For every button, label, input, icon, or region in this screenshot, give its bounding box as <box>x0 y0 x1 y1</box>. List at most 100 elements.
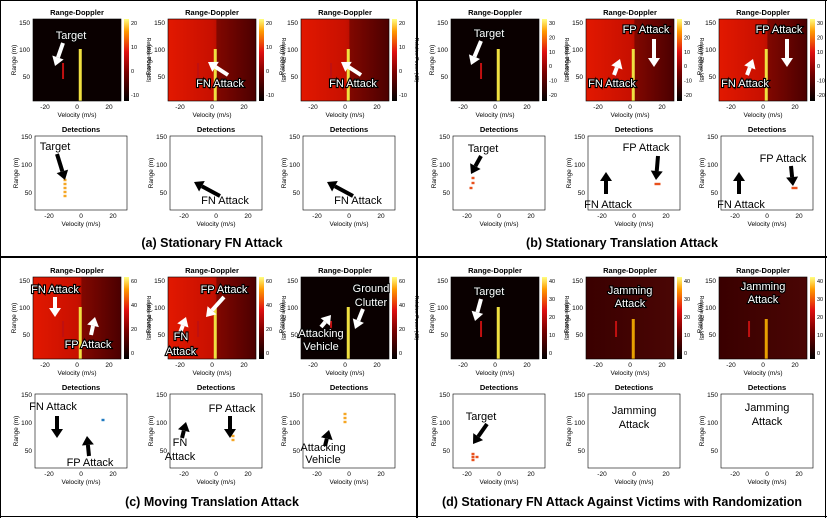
detection-point <box>63 182 67 186</box>
y-tick-label: 150 <box>439 134 450 141</box>
annotation-arrow-head <box>208 61 219 72</box>
y-tick-label: 50 <box>291 332 299 339</box>
y-tick-label: 100 <box>289 162 300 169</box>
y-tick-label: 100 <box>574 162 585 169</box>
annotation-arrow-shaft <box>85 444 91 457</box>
annotation-arrow-head <box>473 433 484 444</box>
y-axis-label: Range (m) <box>429 45 436 76</box>
y-tick-label: 100 <box>437 305 448 312</box>
range-doppler-title: Range-Doppler <box>185 8 239 17</box>
y-tick-label: 150 <box>574 392 585 399</box>
annotation-label: Jamming <box>741 281 786 293</box>
heatmap-background <box>301 19 389 101</box>
y-tick-label: 100 <box>705 305 716 312</box>
caption-b: (b) Stationary Translation Attack <box>526 236 718 250</box>
annotation-arrow <box>206 295 226 317</box>
annotation-arrow <box>611 59 623 76</box>
target-return <box>197 63 200 79</box>
annotation-arrow-shaft <box>200 184 221 198</box>
colorbar-tick-label: 0 <box>684 351 687 357</box>
y-axis-label: Range (m) <box>566 416 573 447</box>
x-tick-label: -20 <box>175 362 185 369</box>
detections-frame <box>169 135 263 211</box>
y-axis-label: Range (m) <box>697 45 704 76</box>
annotation-arrow <box>648 39 660 67</box>
x-axis-label: Velocity (m/s) <box>192 112 231 119</box>
y-tick-label: 150 <box>707 392 718 399</box>
annotation-arrow <box>650 155 663 180</box>
y-tick-label: 150 <box>705 278 716 285</box>
y-tick-label: 50 <box>441 332 449 339</box>
x-tick-label: 20 <box>662 213 670 220</box>
x-tick-label: 20 <box>791 104 799 111</box>
detections-frame <box>452 135 546 211</box>
x-tick-label: 20 <box>244 213 252 220</box>
x-axis-label: Velocity (m/s) <box>747 221 786 228</box>
annotation-arrow-shaft <box>333 184 354 198</box>
x-tick-label: 20 <box>795 213 803 220</box>
y-tick-label: 150 <box>437 278 448 285</box>
annotation-arrow <box>194 180 221 198</box>
y-tick-label: 100 <box>574 420 585 427</box>
y-tick-label: 100 <box>707 162 718 169</box>
annotation-arrow <box>208 61 230 77</box>
y-axis-label: Range (m) <box>148 158 155 189</box>
x-tick-label: -20 <box>597 213 607 220</box>
annotation-arrow-shaft <box>612 66 619 76</box>
x-axis-label: Velocity (m/s) <box>743 112 782 119</box>
annotation-arrow <box>327 180 354 198</box>
annotation-label: Target <box>56 30 87 42</box>
colorbar-tick-label: 0 <box>549 64 552 70</box>
x-tick-label: 0 <box>628 362 632 369</box>
x-tick-label: 20 <box>523 362 531 369</box>
annotation-arrow-head <box>194 180 205 192</box>
y-axis-label: Range (m) <box>281 416 288 447</box>
colorbar-tick-label: 40 <box>399 303 405 309</box>
heatmap-frame <box>300 276 390 360</box>
detections-panel: Detections 150 100 50 -20 0 20 Velocity (m/s) Ra… <box>281 383 396 486</box>
y-tick-label: 100 <box>705 47 716 54</box>
annotation-label: Target <box>474 28 505 40</box>
heatmap-background <box>719 277 807 359</box>
annotation-arrow-shaft <box>473 155 483 168</box>
colorbar-tick-label: 30 <box>817 297 823 303</box>
annotation-arrow-head <box>206 306 217 317</box>
annotation-arrow-shaft <box>789 165 795 178</box>
y-axis-label: Range (m) <box>431 158 438 189</box>
annotation-arrow-head <box>51 429 63 438</box>
x-tick-label: 20 <box>240 362 248 369</box>
heatmap-background <box>301 277 389 359</box>
y-tick-label: 50 <box>711 190 719 197</box>
annotation-label: Attacking <box>300 442 345 454</box>
y-tick-label: 50 <box>158 74 166 81</box>
annotation-arrow <box>473 422 489 444</box>
x-tick-label: 20 <box>377 213 385 220</box>
detections-panel: Detections 150 100 50 -20 0 20 Velocity (m/s) Ra… <box>431 383 546 486</box>
heatmap-background <box>586 19 674 101</box>
colorbar-tick-label: 10 <box>817 333 823 339</box>
colorbar-tick-label: 0 <box>549 351 552 357</box>
annotation-label: Target <box>468 143 499 155</box>
heatmap-background <box>719 19 807 101</box>
annotation-arrow <box>87 317 99 336</box>
annotation-arrow-head <box>352 318 364 329</box>
y-tick-label: 100 <box>289 420 300 427</box>
annotation-label: Attack <box>752 416 783 428</box>
colorbar-tick-label: -20 <box>817 93 825 99</box>
caption-c: (c) Moving Translation Attack <box>125 495 299 509</box>
colorbar-tick-label: 0 <box>131 69 134 75</box>
colorbar-label: Relative Power (dB) <box>698 296 704 341</box>
colorbar-tick-label: -10 <box>131 93 139 99</box>
annotation-arrow-head <box>650 170 663 180</box>
annotation-label: FP Attack <box>201 284 248 296</box>
y-axis-label: Range (m) <box>11 45 18 76</box>
colorbar <box>810 19 815 101</box>
target-return <box>615 321 618 337</box>
annotation-arrow-head <box>320 315 331 326</box>
detection-point <box>471 176 475 180</box>
annotation-arrow <box>55 153 69 180</box>
